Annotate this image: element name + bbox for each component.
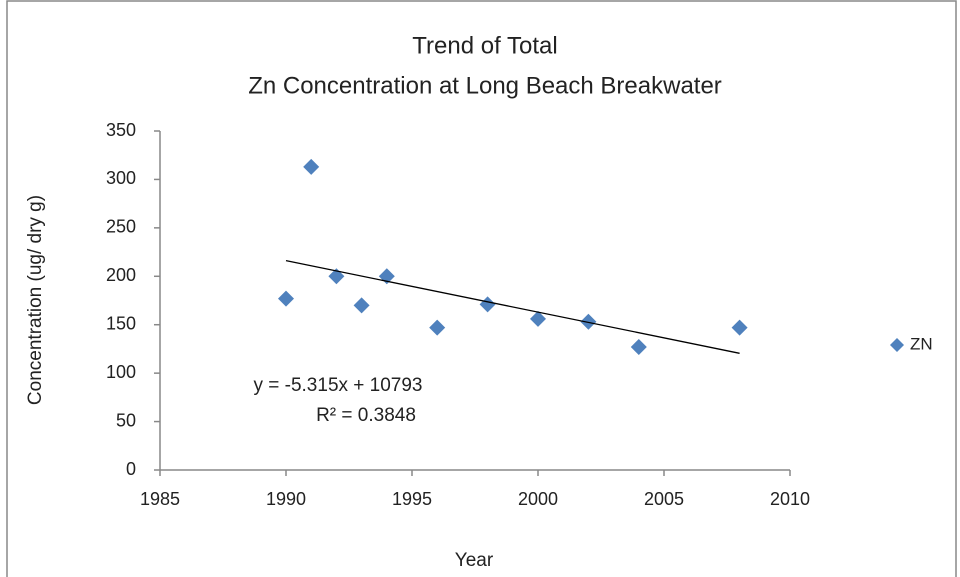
x-tick-label: 2010 [770,489,810,509]
trendline [285,260,740,354]
y-tick-label: 50 [116,410,136,430]
trendline-equation: y = -5.315x + 10793 [253,375,422,396]
y-tick-label: 350 [106,120,136,140]
x-tick-label: 1990 [266,489,306,509]
x-tick-label: 2000 [518,489,558,509]
y-tick-label: 250 [106,217,136,237]
x-axis-label: Year [455,550,494,571]
data-point [429,319,446,336]
chart-subtitle: Zn Concentration at Long Beach Breakwate… [248,72,722,99]
chart-frame [6,0,957,577]
data-point [303,158,320,175]
data-point [353,297,370,314]
x-tick-label: 2005 [644,489,684,509]
y-tick-label: 100 [106,362,136,382]
y-tick-label: 0 [126,459,136,479]
data-point [731,319,748,336]
y-tick-label: 150 [106,313,136,333]
y-tick-label: 300 [106,168,136,188]
legend-marker [890,338,904,352]
data-point [530,310,546,327]
data-point [278,290,294,307]
data-point [630,338,647,355]
x-tick-label: 1985 [140,489,180,509]
y-tick-label: 200 [106,265,136,285]
chart-title: Trend of Total [412,32,557,59]
trendline-r2: R² = 0.3848 [316,405,416,426]
y-axis-label: Concentration (ug/ dry g) [25,195,46,405]
legend-label: ZN [910,334,933,353]
x-tick-label: 1995 [392,489,432,509]
